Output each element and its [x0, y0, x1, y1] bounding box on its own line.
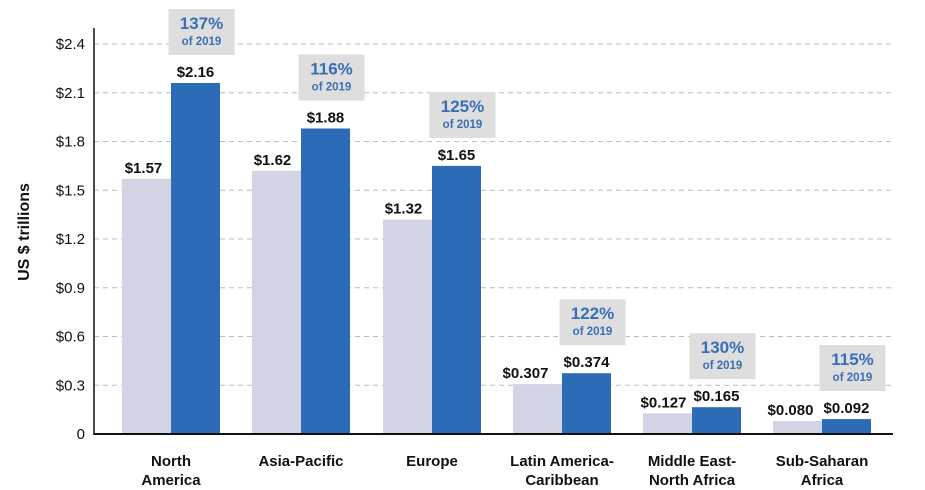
y-tick-label: $0.3 [56, 377, 85, 394]
percent-annotation-sub: of 2019 [312, 82, 352, 94]
percent-annotation-sub: of 2019 [703, 360, 743, 372]
bar-value-label: $0.092 [824, 400, 870, 417]
category-label: Caribbean [525, 472, 598, 489]
percent-annotation-box [168, 9, 235, 55]
percent-annotation-sub: of 2019 [833, 372, 873, 384]
y-tick-label: $2.4 [56, 36, 85, 53]
y-tick-label: $2.1 [56, 85, 85, 102]
bar-2019 [122, 178, 171, 434]
category-label: North [151, 453, 191, 470]
percent-annotations: 137% of 2019 116% of 2019 125% of 2019 122% of … [168, 9, 886, 392]
y-tick-label: $0.6 [56, 329, 85, 346]
y-tick-label: $0.9 [56, 280, 85, 297]
y-tick-label: 0 [77, 426, 85, 443]
y-tick-label: $1.2 [56, 231, 85, 248]
category-label: Asia-Pacific [258, 453, 343, 470]
bar-value-label: $0.307 [503, 365, 549, 382]
percent-annotation-sub: of 2019 [443, 119, 483, 131]
bar-current [301, 128, 350, 434]
bar-current [432, 165, 481, 434]
bar-2019 [773, 421, 822, 434]
bar-2019 [513, 384, 562, 434]
y-tick-label: $1.5 [56, 182, 85, 199]
bar-value-label: $1.88 [307, 110, 345, 127]
bar-value-label: $1.32 [385, 201, 423, 218]
percent-annotation-box [689, 333, 756, 380]
category-label: Europe [406, 453, 458, 470]
y-axis-ticks: 0 $0.3 $0.6 $0.9 $1.2 $1.5 $1.8 $2.1 $2.4 [56, 36, 85, 443]
percent-annotation-box [819, 345, 886, 392]
category-label: Sub-Saharan [776, 453, 869, 470]
category-label: North Africa [649, 472, 736, 489]
percent-annotation-sub: of 2019 [182, 36, 222, 48]
y-axis-label: US $ trillions [16, 183, 33, 281]
percent-annotation-sub: of 2019 [573, 326, 613, 338]
value-labels: $1.57 $2.16 $1.62 $1.88 $1.32 $1.65 $0.307 $0.3… [125, 64, 870, 419]
bar-value-label: $0.165 [694, 388, 740, 405]
percent-annotation-value: 137% [180, 14, 223, 33]
bar-current [692, 407, 741, 434]
bar-value-label: $0.080 [768, 402, 814, 419]
bar-value-label: $1.62 [254, 152, 292, 169]
bar-value-label: $0.127 [641, 394, 687, 411]
percent-annotation-value: 116% [310, 60, 353, 79]
bar-current [822, 419, 871, 434]
percent-annotation-box [559, 299, 626, 346]
category-label: Africa [801, 472, 844, 489]
bar-current [562, 373, 611, 434]
percent-annotation-value: 115% [831, 350, 874, 369]
y-tick-label: $1.8 [56, 134, 85, 151]
bar-2019 [383, 219, 432, 434]
category-labels: North America Asia-Pacific Europe Latin Amer… [141, 453, 868, 489]
bar-value-label: $1.65 [438, 147, 476, 164]
bar-current [171, 83, 220, 434]
percent-annotation-box [429, 91, 496, 138]
category-label: Middle East- [648, 453, 736, 470]
category-label: Latin America- [510, 453, 614, 470]
bar-value-label: $2.16 [177, 64, 215, 81]
bar-value-label: $1.57 [125, 160, 163, 177]
percent-annotation-value: 122% [571, 304, 614, 323]
bar-2019 [252, 170, 301, 434]
percent-annotation-box [298, 54, 365, 101]
bars [122, 83, 871, 434]
percent-annotation-value: 125% [441, 97, 484, 116]
bar-2019 [643, 413, 692, 434]
category-label: America [141, 472, 201, 489]
percent-annotation-value: 130% [701, 338, 744, 357]
bar-value-label: $0.374 [564, 354, 611, 371]
